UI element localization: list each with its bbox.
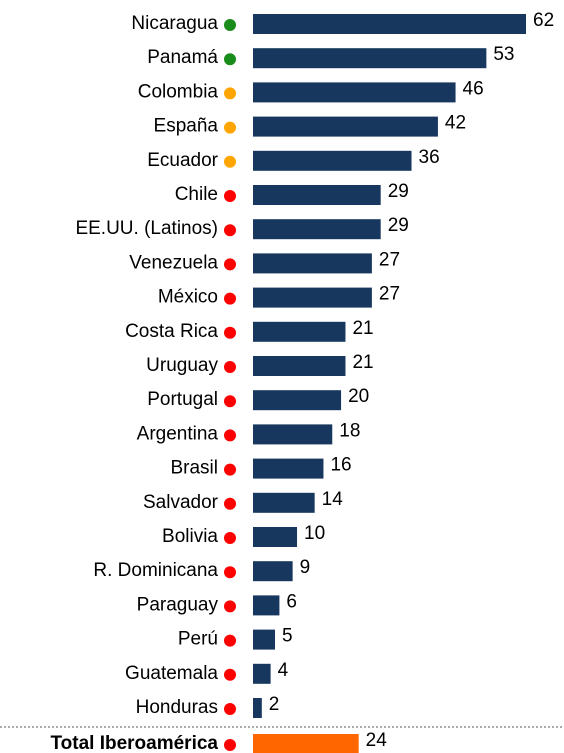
category-label: Portugal [147, 389, 218, 410]
value-label: 24 [366, 730, 388, 751]
status-marker [224, 326, 236, 339]
status-marker [224, 463, 236, 476]
bar [253, 629, 276, 650]
status-marker [224, 292, 236, 305]
value-label: 42 [445, 113, 466, 134]
bar [253, 253, 372, 274]
bar [253, 14, 526, 34]
category-label: Argentina [137, 423, 219, 444]
value-label: 46 [463, 78, 484, 99]
value-label: 9 [300, 557, 311, 578]
status-marker [224, 497, 236, 510]
value-label: 6 [286, 591, 297, 612]
category-label: Total Iberoamérica [50, 733, 218, 753]
category-label: Bolivia [162, 526, 218, 547]
bar [253, 424, 333, 445]
status-marker [224, 19, 236, 31]
status-marker [224, 361, 236, 373]
status-marker [224, 532, 236, 544]
status-marker [224, 87, 236, 100]
bar [253, 356, 346, 376]
value-label: 14 [322, 489, 344, 510]
value-label: 27 [379, 249, 400, 270]
category-label: Guatemala [125, 663, 218, 684]
value-label: 18 [339, 420, 360, 441]
category-label: Panamá [147, 47, 218, 68]
bar [253, 390, 342, 411]
value-label: 29 [388, 181, 409, 202]
value-label: 29 [388, 215, 409, 236]
bar [253, 527, 298, 547]
bar [253, 458, 324, 479]
value-label: 4 [278, 660, 289, 681]
bar [253, 287, 372, 308]
status-marker [224, 668, 236, 681]
status-marker [224, 429, 236, 442]
category-label: Chile [175, 184, 218, 205]
value-label: 27 [379, 284, 400, 305]
bar [253, 185, 381, 205]
value-label: 53 [493, 44, 514, 65]
category-label: España [154, 116, 219, 137]
value-label: 36 [419, 147, 440, 168]
value-label: 62 [533, 10, 554, 31]
status-marker [224, 634, 236, 647]
category-label: Paraguay [137, 594, 219, 615]
bar [253, 734, 359, 753]
status-marker [224, 224, 236, 237]
status-marker [224, 600, 236, 613]
category-label: Colombia [138, 81, 219, 102]
status-marker [224, 258, 236, 271]
status-marker [224, 703, 236, 715]
value-label: 20 [348, 386, 369, 407]
status-marker [224, 566, 236, 579]
category-label: EE.UU. (Latinos) [75, 218, 218, 239]
value-label: 16 [330, 455, 351, 476]
bar [253, 561, 293, 582]
category-label: Honduras [136, 697, 218, 718]
bar [253, 595, 280, 616]
category-label: Uruguay [146, 355, 218, 376]
bar [253, 48, 487, 69]
value-label: 21 [352, 318, 373, 339]
category-label: Nicaragua [131, 13, 218, 34]
bar [253, 321, 346, 342]
value-label: 21 [352, 352, 373, 373]
status-marker [224, 739, 236, 751]
value-label: 5 [282, 626, 293, 647]
bar [253, 82, 456, 103]
category-label: Costa Rica [125, 321, 218, 342]
bar [253, 492, 315, 513]
category-label: Perú [178, 629, 218, 650]
value-label: 2 [269, 694, 280, 715]
category-label: Salvador [143, 492, 219, 513]
bar [253, 150, 412, 171]
status-marker [224, 395, 236, 408]
category-label: Brasil [170, 458, 218, 479]
bar [253, 663, 271, 684]
bar [253, 116, 438, 137]
category-label: México [158, 287, 218, 308]
category-label: Ecuador [147, 150, 218, 171]
bar [253, 698, 262, 718]
bar [253, 219, 381, 240]
category-label: R. Dominicana [93, 560, 218, 581]
status-marker [224, 53, 236, 66]
value-label: 10 [304, 523, 325, 544]
status-marker [224, 155, 236, 168]
status-marker [224, 190, 236, 202]
category-label: Venezuela [129, 252, 218, 273]
status-marker [224, 121, 236, 134]
